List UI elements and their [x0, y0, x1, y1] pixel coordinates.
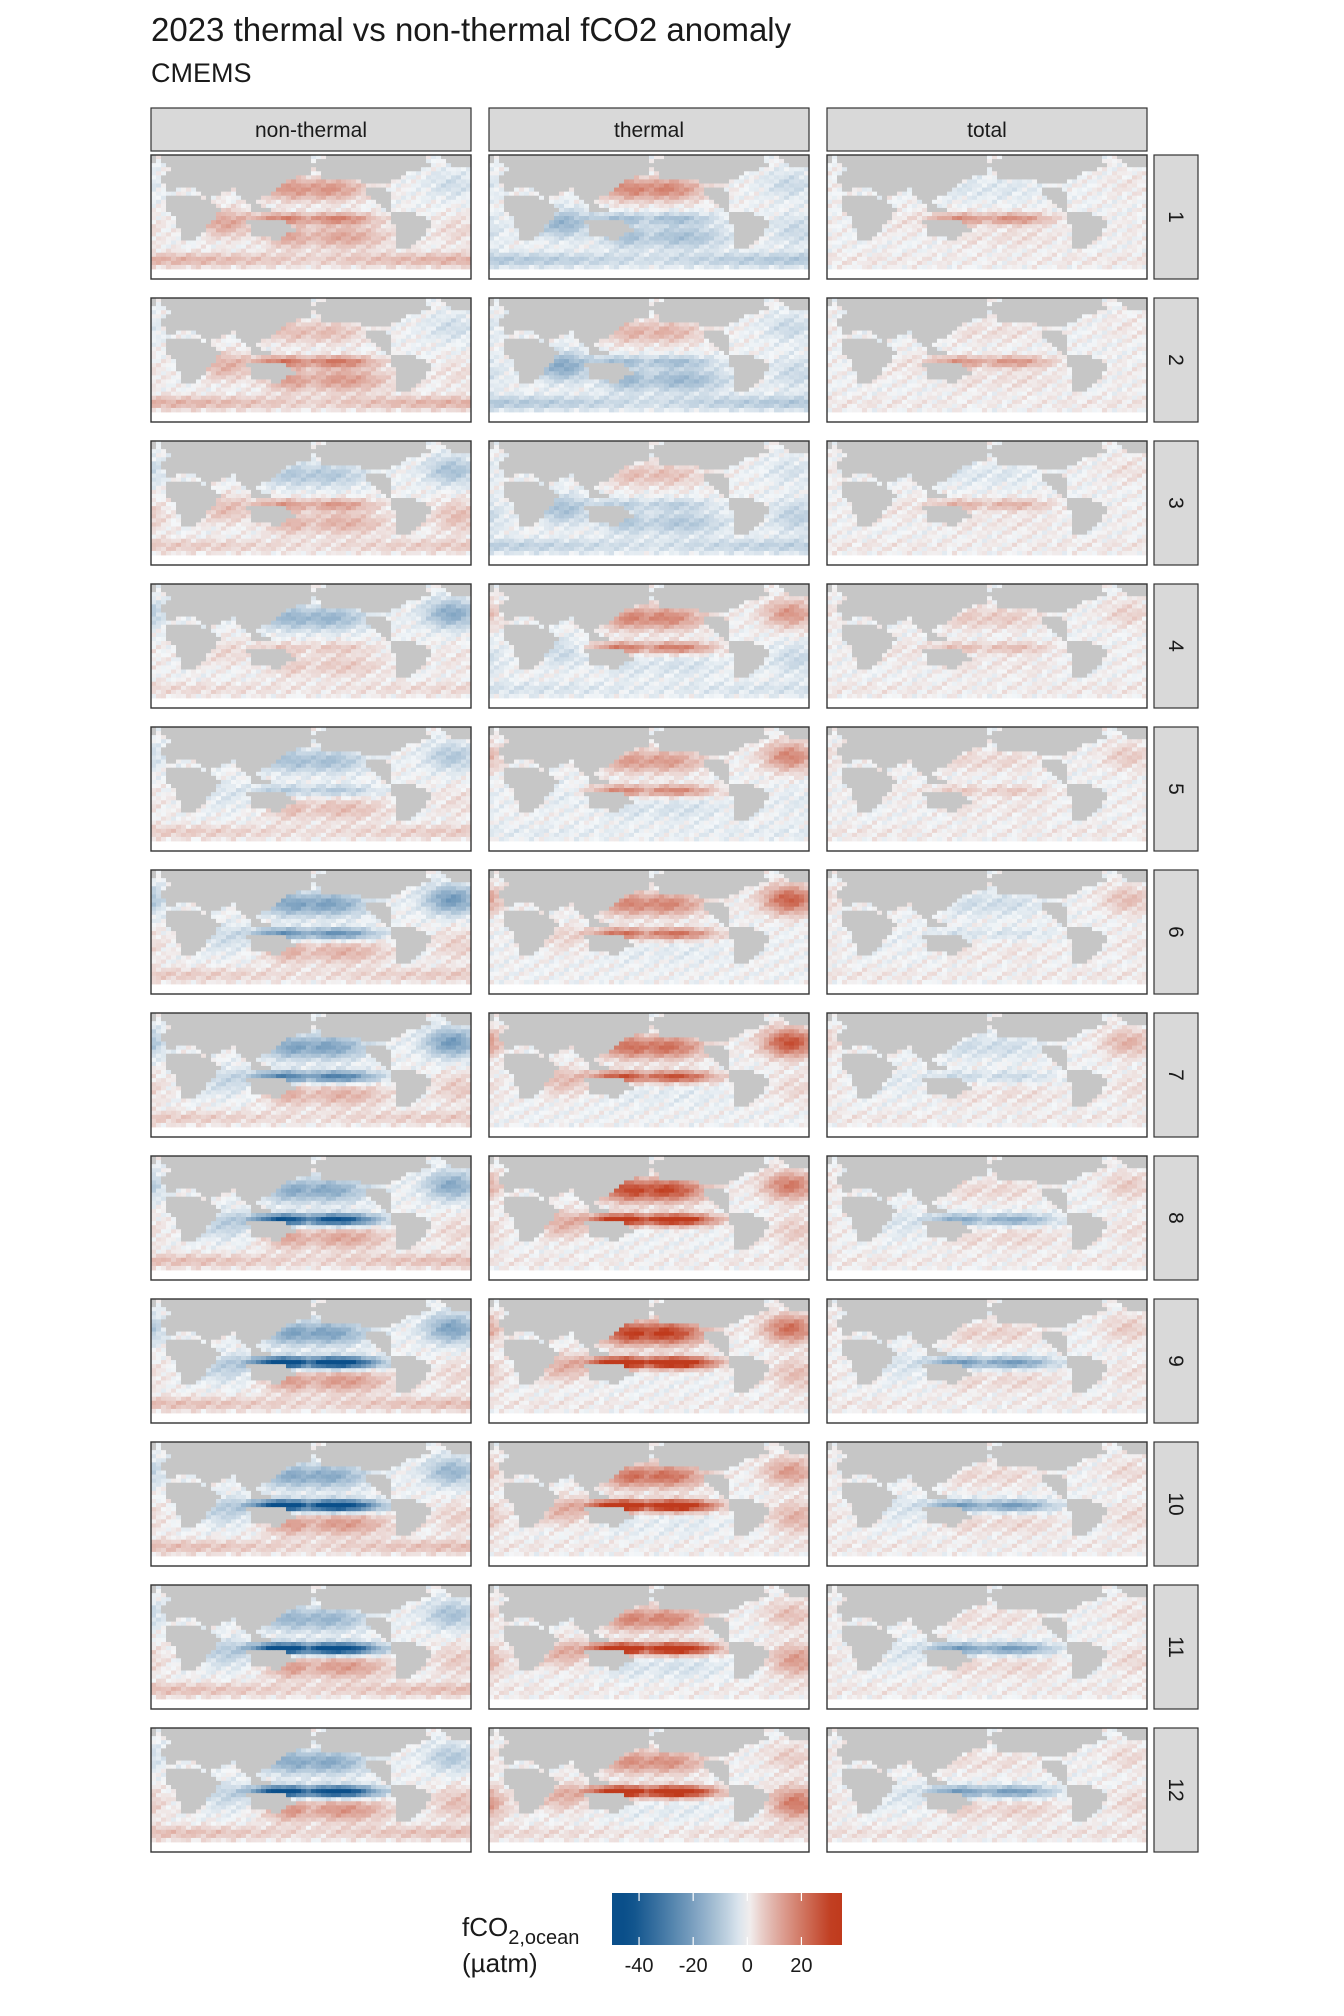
row-strip-label: 11 [1164, 1636, 1187, 1658]
row-strip-10: 10 [1154, 1442, 1198, 1566]
map-panel-non-thermal-3 [151, 441, 471, 565]
column-strips: non-thermal thermal total [151, 108, 1147, 151]
legend-tick-label: 0 [742, 1955, 753, 1977]
row-strip-label: 2 [1164, 354, 1187, 366]
map-panel-non-thermal-6 [151, 870, 471, 994]
column-strip-non-thermal: non-thermal [151, 108, 471, 151]
row-strip-12: 12 [1154, 1728, 1198, 1852]
column-strip-label: total [967, 119, 1007, 142]
map-panel-thermal-11 [489, 1585, 809, 1709]
row-strip-9: 9 [1154, 1299, 1198, 1423]
map-panel-total-1 [827, 155, 1147, 279]
map-panel-total-9 [827, 1299, 1147, 1423]
map-panel-thermal-1 [489, 155, 809, 279]
map-panel-thermal-10 [489, 1442, 809, 1566]
map-panels [151, 155, 1147, 1852]
row-strip-3: 3 [1154, 441, 1198, 565]
row-strip-label: 10 [1164, 1492, 1187, 1515]
map-panel-thermal-8 [489, 1156, 809, 1280]
map-panel-thermal-7 [489, 1013, 809, 1137]
map-panel-total-11 [827, 1585, 1147, 1709]
row-strip-label: 3 [1164, 497, 1187, 509]
map-panel-non-thermal-2 [151, 298, 471, 422]
row-strip-label: 4 [1164, 640, 1187, 652]
row-strip-4: 4 [1154, 584, 1198, 708]
row-strip-8: 8 [1154, 1156, 1198, 1280]
row-strip-2: 2 [1154, 298, 1198, 422]
map-panel-total-10 [827, 1442, 1147, 1566]
map-panel-non-thermal-10 [151, 1442, 471, 1566]
map-panel-thermal-3 [489, 441, 809, 565]
map-panel-non-thermal-8 [151, 1156, 471, 1280]
map-panel-non-thermal-4 [151, 584, 471, 708]
map-panel-total-7 [827, 1013, 1147, 1137]
row-strip-7: 7 [1154, 1013, 1198, 1137]
color-legend: -40 -20 0 20 fCO2,ocean(µatm) [462, 1893, 842, 1978]
map-panel-non-thermal-5 [151, 727, 471, 851]
map-panel-total-3 [827, 441, 1147, 565]
row-strip-11: 11 [1154, 1585, 1198, 1709]
map-panel-total-6 [827, 870, 1147, 994]
row-strip-5: 5 [1154, 727, 1198, 851]
row-strip-label: 12 [1164, 1778, 1187, 1801]
map-panel-total-2 [827, 298, 1147, 422]
map-panel-non-thermal-1 [151, 155, 471, 279]
map-panel-total-12 [827, 1728, 1147, 1852]
map-panel-thermal-6 [489, 870, 809, 994]
map-panel-thermal-2 [489, 298, 809, 422]
legend-tick-label: -20 [679, 1955, 708, 1977]
legend-tick-label: 20 [790, 1955, 812, 1977]
map-panel-non-thermal-11 [151, 1585, 471, 1709]
row-strip-label: 8 [1164, 1212, 1187, 1224]
column-strip-total: total [827, 108, 1147, 151]
column-strip-label: thermal [614, 119, 684, 142]
legend-colorbar [612, 1893, 842, 1945]
map-panel-total-8 [827, 1156, 1147, 1280]
legend-title: fCO2,ocean [462, 1912, 579, 1949]
row-strip-1: 1 [1154, 155, 1198, 279]
legend-unit: (µatm) [462, 1948, 538, 1978]
map-panel-thermal-4 [489, 584, 809, 708]
map-panel-total-5 [827, 727, 1147, 851]
map-panel-non-thermal-9 [151, 1299, 471, 1423]
row-strip-label: 1 [1164, 211, 1187, 223]
column-strip-thermal: thermal [489, 108, 809, 151]
row-strip-6: 6 [1154, 870, 1198, 994]
map-panel-thermal-12 [489, 1728, 809, 1852]
map-panel-non-thermal-7 [151, 1013, 471, 1137]
legend-tick-label: -40 [625, 1955, 654, 1977]
map-panel-total-4 [827, 584, 1147, 708]
row-strip-label: 6 [1164, 926, 1187, 938]
row-strip-label: 5 [1164, 783, 1187, 795]
map-panel-thermal-9 [489, 1299, 809, 1423]
map-panel-non-thermal-12 [151, 1728, 471, 1852]
map-panel-thermal-5 [489, 727, 809, 851]
column-strip-label: non-thermal [255, 119, 367, 142]
row-strip-label: 7 [1164, 1069, 1187, 1081]
row-strip-label: 9 [1164, 1355, 1187, 1367]
